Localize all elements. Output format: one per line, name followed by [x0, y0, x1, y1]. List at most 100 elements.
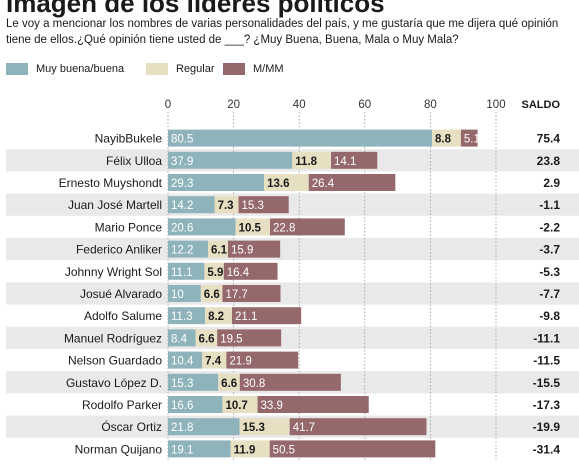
bar-value-label: 30.8: [243, 378, 265, 390]
category-label: Adolfo Salume: [84, 309, 162, 323]
category-label: Manuel Rodríguez: [64, 331, 162, 345]
bar-segment: [257, 396, 369, 413]
row-band: [6, 326, 579, 349]
bar-value-label: 41.7: [293, 422, 315, 434]
category-label: Ernesto Muyshondt: [59, 176, 163, 190]
saldo-value: -11.5: [533, 354, 560, 368]
bar-segment: [217, 329, 282, 347]
bar-segment: [205, 307, 232, 325]
bar-value-label: 21.9: [229, 356, 251, 368]
bar-segment: [208, 240, 229, 258]
legend-swatch-mala: [223, 63, 245, 75]
bar-segment: [168, 418, 240, 436]
bar-value-label: 37.9: [171, 156, 193, 168]
bar-segment: [204, 262, 224, 280]
bar-segment: [238, 196, 289, 214]
bar-segment: [239, 373, 341, 391]
bar-segment: [168, 262, 205, 280]
bar-value-label: 10.5: [239, 222, 262, 234]
bar-value-label: 8.2: [208, 311, 224, 323]
bar-segment: [230, 440, 270, 458]
bar-value-label: 14.2: [171, 200, 193, 212]
saldo-value: -31.4: [533, 442, 561, 456]
chart-subtitle: Le voy a mencionar los nombres de varias…: [6, 18, 559, 46]
bar-segment: [222, 396, 258, 413]
bar-value-label: 50.5: [273, 444, 295, 456]
row-band: [6, 238, 579, 261]
bar-segment: [228, 240, 281, 258]
legend-label-mala: M/MM: [253, 63, 284, 75]
saldo-value: -3.7: [539, 243, 560, 257]
category-label: Nelson Guardado: [68, 354, 162, 368]
bar-value-label: 29.3: [171, 178, 193, 190]
bar-value-label: 15.3: [242, 200, 264, 212]
bar-value-label: 15.3: [171, 378, 193, 390]
x-tick-label: 80: [424, 99, 437, 111]
bar-value-label: 19.5: [220, 333, 242, 345]
saldo-value: 23.8: [537, 154, 561, 168]
saldo-value: -17.3: [533, 398, 561, 412]
legend-swatch-muy-buena: [6, 63, 28, 75]
saldo-value: 75.4: [537, 132, 561, 146]
category-label: Josué Alvarado: [80, 287, 162, 301]
chart-title: Imagen de los líderes políticos: [6, 0, 385, 18]
saldo-header: SALDO: [522, 99, 561, 111]
bar-value-label: 8.8: [435, 134, 452, 146]
bar-segment: [292, 151, 332, 169]
legend-swatch-regular: [146, 63, 168, 75]
x-tick-label: 100: [486, 99, 505, 111]
bar-value-label: 11.9: [234, 444, 256, 456]
bar-segment: [432, 129, 461, 147]
bar-value-label: 14.1: [334, 156, 356, 168]
category-label: Juan José Martell: [68, 198, 162, 212]
bar-value-label: 15.9: [231, 245, 253, 257]
saldo-value: -2.2: [539, 220, 560, 234]
bar-segment: [308, 174, 396, 191]
bar-value-label: 21.1: [235, 311, 257, 323]
bar-segment: [239, 418, 290, 436]
bar-segment: [195, 329, 218, 347]
bar-value-label: 11.1: [171, 267, 193, 279]
saldo-value: -1.1: [539, 198, 560, 212]
category-label: Gustavo López D.: [66, 376, 162, 390]
saldo-value: -11.1: [533, 331, 560, 345]
bar-segment: [168, 174, 265, 191]
saldo-value: -19.9: [533, 420, 561, 434]
bar-segment: [168, 218, 236, 236]
saldo-value: 2.9: [543, 176, 560, 190]
bar-value-label: 22.8: [273, 222, 295, 234]
bar-value-label: 13.6: [267, 178, 289, 190]
bar-value-label: 11.8: [295, 156, 317, 168]
bar-segment: [331, 151, 378, 169]
category-label: NayibBukele: [95, 132, 163, 146]
category-label: Rodolfo Parker: [82, 398, 162, 412]
bar-segment: [168, 396, 223, 413]
saldo-value: -9.8: [539, 309, 560, 323]
bar-segment: [214, 196, 239, 214]
saldo-value: -15.5: [533, 376, 561, 390]
bar-value-label: 12.2: [171, 245, 193, 257]
row-band: [6, 193, 579, 216]
bar-value-label: 15.3: [243, 422, 265, 434]
bar-segment: [168, 329, 196, 347]
bar-value-label: 5.1: [464, 134, 480, 146]
bar-segment: [226, 351, 299, 369]
legend-label-muy-buena: Muy buena/buena: [36, 63, 125, 75]
bar-value-label: 10: [171, 289, 184, 301]
bar-value-label: 7.4: [205, 356, 222, 368]
bar-segment: [168, 151, 293, 169]
legend-item-regular: Regular: [146, 63, 215, 75]
bar-segment: [200, 285, 223, 302]
legend: Muy buena/buena Regular M/MM: [6, 63, 284, 75]
bar-segment: [168, 351, 203, 369]
bar-segment: [264, 174, 309, 191]
bar-segment: [202, 351, 227, 369]
bar-value-label: 20.6: [171, 222, 193, 234]
category-label: Mario Ponce: [95, 220, 163, 234]
category-label: Óscar Ortiz: [101, 419, 162, 434]
bar-segment: [168, 373, 219, 391]
bar-segment: [231, 307, 302, 325]
category-label: Federico Anliker: [76, 243, 162, 257]
bar-segment: [168, 440, 231, 458]
